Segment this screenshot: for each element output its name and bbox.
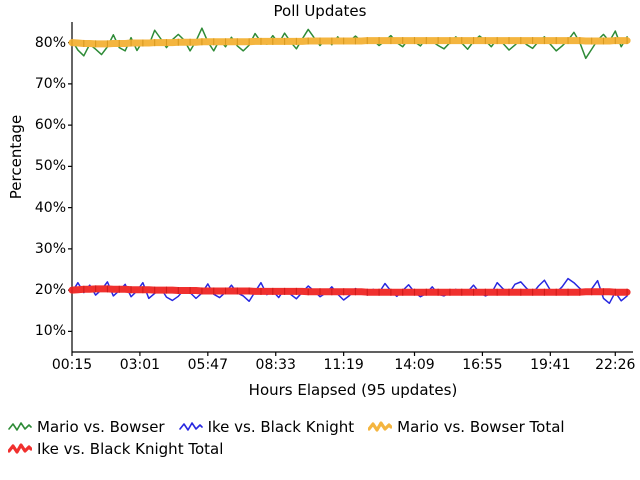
chart-title: Poll Updates [273,2,367,20]
y-tick-label: 20% [0,283,66,297]
legend-item[interactable]: Ike vs. Black Knight [178,416,355,438]
legend-line-icon [8,442,32,456]
y-tick-label: 30% [0,242,66,256]
legend-item[interactable]: Mario vs. Bowser Total [368,416,565,438]
legend-line-icon [368,420,393,434]
x-tick-label: 00:15 [51,357,93,373]
legend-label: Mario vs. Bowser Total [397,418,565,436]
legend-row: Mario vs. Bowser Ike vs. Black Knight Mari… [8,416,638,438]
x-tick-label: 14:09 [394,357,435,373]
axis-tick-marks [68,42,616,356]
axis-lines [71,22,633,353]
x-tick-label: 03:01 [119,357,161,373]
y-tick-text: 60% [34,117,66,134]
x-tick-label: 19:41 [530,357,571,373]
y-tick-text: 70% [34,75,66,92]
x-tick-label: 05:47 [187,357,228,373]
chart-legend: Mario vs. Bowser Ike vs. Black Knight Mari… [8,416,638,460]
legend-item[interactable]: Mario vs. Bowser [8,416,165,438]
legend-item[interactable]: Ike vs. Black Knight Total [8,438,223,460]
x-tick-label: 08:33 [255,357,296,373]
legend-row: Ike vs. Black Knight Total [8,438,638,460]
y-tick-text: 30% [34,240,66,257]
y-tick-label: 10% [0,324,66,338]
y-tick-label: 40% [0,201,66,215]
y-tick-text: 80% [34,34,66,51]
x-tick-label: 22:26 [595,357,636,373]
legend-label: Ike vs. Black Knight [207,418,355,436]
legend-label: Mario vs. Bowser [37,418,165,436]
y-tick-label: 50% [0,159,66,173]
y-tick-text: 10% [34,323,66,340]
series-layer [68,27,631,305]
y-tick-label: 80% [0,36,66,50]
legend-line-icon [178,420,203,434]
x-tick-label: 16:55 [462,357,503,373]
x-axis-label: Hours Elapsed (95 updates) [248,381,458,399]
legend-line-icon [8,420,32,434]
y-tick-text: 40% [34,199,66,216]
y-tick-label: 60% [0,118,66,132]
y-tick-label: 70% [0,77,66,91]
x-tick-label: 11:19 [323,357,364,373]
y-tick-text: 20% [34,282,66,299]
legend-label: Ike vs. Black Knight Total [37,440,224,458]
y-tick-text: 50% [34,158,66,175]
